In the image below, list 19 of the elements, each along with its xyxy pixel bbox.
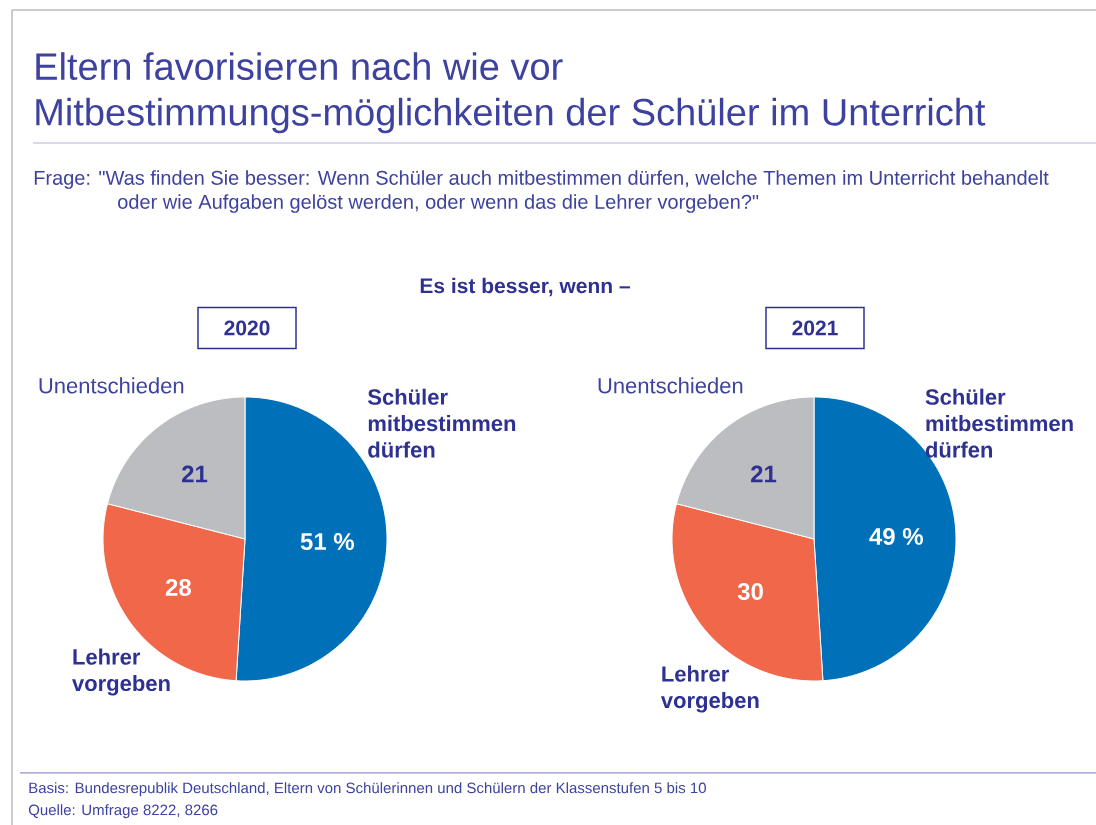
text: Basis: Bundesrepublik Deutschland, Eltern von Schülerinnen und Schülern der Klassenstufen 5 bis 10	[29, 782, 706, 797]
slice-label: Schüler mitbestimmen dürfen	[367, 388, 516, 458]
data-label: 30	[737, 582, 763, 600]
text: Eltern favorisieren nach wie vor Mitbestimmungs-möglichkeiten der Schüler im Unterricht	[36, 52, 986, 134]
slice-label: Schüler mitbestimmen dürfen	[925, 388, 1073, 458]
chart-title: 2021	[792, 320, 838, 336]
data-label: 28	[165, 578, 191, 596]
slice-label: Lehrer vorgeben	[72, 648, 170, 696]
text: Frage: "Was finden Sie besser: Wenn Schüler auch mitbestimmen dürfen, welche Themen im Unterricht behandelt oder wie Aufgaben gelöst werden, oder wenn das die Lehrer vorgeben?"	[34, 170, 1049, 213]
chart-title: 2020	[224, 320, 270, 336]
data-label: 49 %	[869, 527, 923, 545]
text: Es ist besser, wenn –	[420, 277, 630, 297]
source-note: Quelle: Umfrage 8222, 8266	[28, 804, 218, 819]
slice-label: Lehrer vorgeben	[660, 665, 759, 713]
data-label: 21	[182, 465, 208, 483]
slice-label: Unentschieden	[39, 377, 184, 394]
data-label: 21	[751, 465, 777, 483]
slice-label: Unentschieden	[598, 377, 743, 394]
data-label: 51 %	[300, 533, 355, 551]
